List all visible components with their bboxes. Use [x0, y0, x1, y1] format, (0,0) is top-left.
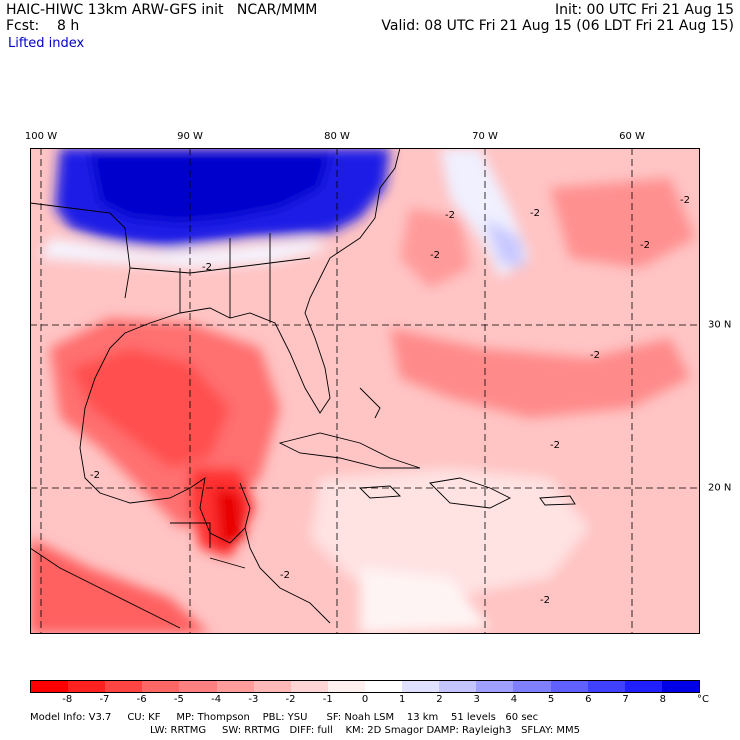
- colorbar-tick-label: -4: [211, 694, 222, 705]
- lifted-index-map: -2 -2 -2 -2 -2 -2 -2 -2 -2 -2 -2: [30, 148, 700, 634]
- colorbar-labels: -8 -7 -6 -5 -4 -3 -2 -1 0 1 2 3 4 5 6 7 8: [30, 694, 700, 706]
- colorbar-tick-label: 2: [436, 694, 443, 705]
- colorbar-tick-label: -2: [285, 694, 296, 705]
- init-time: Init: 00 UTC Fri 21 Aug 15: [554, 2, 734, 18]
- colorbar-swatch: [624, 681, 662, 692]
- map-frame: [30, 148, 700, 634]
- colorbar-unit: °C: [697, 694, 709, 705]
- lon-label-70w: 70 W: [472, 131, 498, 142]
- colorbar-swatch: [290, 681, 328, 692]
- model-info-line-1: Model Info: V3.7 CU: KF MP: Thompson PBL…: [30, 712, 539, 723]
- colorbar-tick-label: -7: [99, 694, 110, 705]
- colorbar-swatch: [179, 681, 217, 692]
- colorbar-swatch: [587, 681, 625, 692]
- contour-label: -2: [640, 240, 650, 251]
- colorbar-tick-label: -8: [62, 694, 73, 705]
- contour-label: -2: [202, 262, 212, 273]
- colorbar-swatch: [364, 681, 403, 692]
- forecast-hour: Fcst: 8 h: [6, 18, 80, 34]
- map-canvas: -2 -2 -2 -2 -2 -2 -2 -2 -2 -2 -2: [30, 148, 700, 634]
- colorbar-tick-label: 8: [659, 694, 666, 705]
- contour-label: -2: [550, 440, 560, 451]
- contour-labels: -2 -2 -2 -2 -2 -2 -2 -2 -2 -2 -2: [90, 195, 690, 606]
- colorbar-swatch: [68, 681, 106, 692]
- field-name: Lifted index: [8, 36, 85, 51]
- lon-label-90w: 90 W: [177, 131, 203, 142]
- contour-label: -2: [430, 250, 440, 261]
- colorbar-tick-label: 6: [585, 694, 592, 705]
- colorbar-swatch: [476, 681, 514, 692]
- lat-lon-grid: [30, 148, 700, 634]
- model-title: HAIC-HIWC 13km ARW-GFS init NCAR/MMM: [6, 2, 318, 18]
- colorbar-tick-label: 4: [510, 694, 518, 705]
- colorbar-swatch: [327, 681, 365, 692]
- colorbar-swatch: [253, 681, 291, 692]
- colorbar-tick-label: 5: [547, 694, 555, 705]
- colorbar-swatch: [105, 681, 143, 692]
- colorbar-tick-label: 3: [473, 694, 480, 705]
- colorbar-swatch: [142, 681, 180, 692]
- lat-label-30n: 30 N: [708, 319, 732, 331]
- valid-time: Valid: 08 UTC Fri 21 Aug 15 (06 LDT Fri …: [381, 18, 734, 34]
- colorbar-tick-label: -1: [322, 694, 333, 705]
- colorbar-swatch: [513, 681, 551, 692]
- contour-label: -2: [280, 570, 290, 581]
- colorbar-swatch: [31, 681, 69, 692]
- field-shading: [30, 148, 695, 634]
- colorbar-swatch: [402, 681, 440, 692]
- colorbar-tick-label: 0: [361, 694, 369, 705]
- colorbar-swatch: [661, 681, 699, 692]
- lon-label-60w: 60 W: [619, 131, 645, 142]
- lon-label-100w: 100 W: [24, 131, 58, 142]
- colorbar-tick-label: -6: [136, 694, 147, 705]
- contour-label: -2: [590, 350, 600, 361]
- coastlines: [30, 148, 576, 629]
- colorbar-tick-label: 7: [622, 694, 629, 705]
- colorbar-swatch: [550, 681, 588, 692]
- contour-label: -2: [680, 195, 690, 206]
- colorbar-swatch: [439, 681, 477, 692]
- lat-label-20n: 20 N: [708, 482, 732, 494]
- contour-label: -2: [540, 595, 550, 606]
- colorbar: [30, 680, 700, 693]
- contour-label: -2: [445, 210, 455, 221]
- contour-label: -2: [90, 470, 100, 481]
- lon-label-80w: 80 W: [324, 131, 350, 142]
- colorbar-swatch: [216, 681, 254, 692]
- model-info-line-2: LW: RRTMG SW: RRTMG DIFF: full KM: 2D Sm…: [150, 725, 580, 736]
- colorbar-tick-label: 1: [399, 694, 406, 705]
- colorbar-tick-label: -3: [248, 694, 259, 705]
- contour-label: -2: [530, 208, 540, 219]
- colorbar-tick-label: -5: [173, 694, 184, 705]
